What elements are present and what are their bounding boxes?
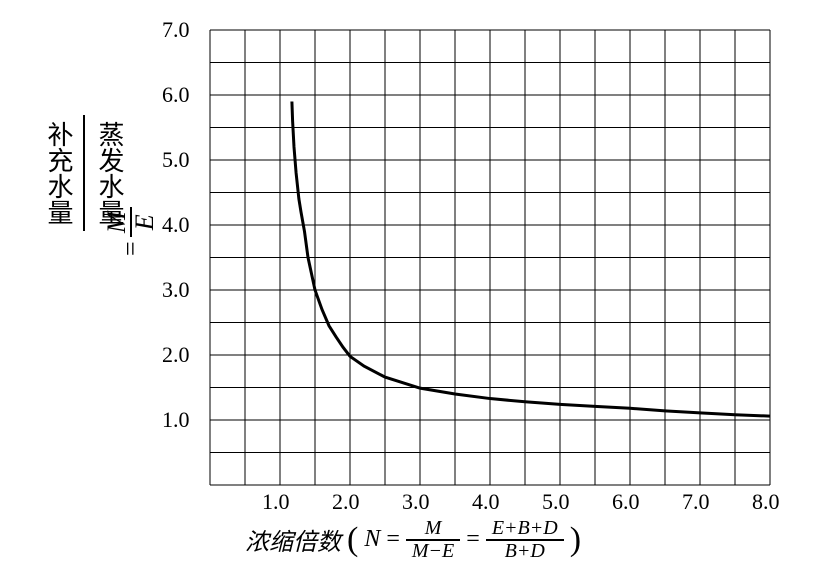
x-tick-label: 2.0	[332, 489, 360, 515]
x-tick-label: 1.0	[262, 489, 290, 515]
x-axis-label: 浓缩倍数 ( N = M M−E = E+B+D B+D )	[245, 518, 581, 562]
x-label-fraction-2: E+B+D B+D	[486, 518, 564, 562]
paren-close: )	[570, 521, 581, 559]
chart-container: 补充水量 蒸发水量 = M E 浓缩倍数 ( N = M M−E = E+B+D	[0, 0, 821, 560]
y-tick-label: 5.0	[162, 147, 190, 173]
x-tick-label: 8.0	[752, 489, 780, 515]
equals-sign: =	[466, 526, 480, 553]
y-tick-label: 1.0	[162, 407, 190, 433]
x-label-frac2-num: E+B+D	[486, 518, 564, 539]
x-label-var: N	[364, 526, 380, 553]
y-label-numerator-cn: 补充水量	[34, 115, 83, 231]
paren-open: (	[347, 521, 358, 559]
y-label-fraction-me: M E	[104, 207, 158, 237]
grid	[210, 30, 770, 485]
equals-sign: =	[116, 241, 146, 256]
x-tick-label: 7.0	[682, 489, 710, 515]
x-label-frac1-den: M−E	[406, 541, 460, 562]
x-label-frac2-den: B+D	[499, 541, 551, 562]
x-tick-label: 5.0	[542, 489, 570, 515]
equals-sign: =	[386, 526, 400, 553]
y-axis-label: 补充水量 蒸发水量 = M E	[34, 115, 154, 415]
x-label-frac1-num: M	[419, 518, 448, 539]
x-tick-label: 3.0	[402, 489, 430, 515]
y-tick-label: 6.0	[162, 82, 190, 108]
y-label-eq-denom: E	[132, 210, 158, 234]
y-tick-label: 4.0	[162, 212, 190, 238]
x-label-fraction-1: M M−E	[406, 518, 460, 562]
y-tick-label: 7.0	[162, 17, 190, 43]
x-label-prefix-cn: 浓缩倍数	[245, 522, 341, 557]
x-tick-label: 6.0	[612, 489, 640, 515]
y-tick-label: 3.0	[162, 277, 190, 303]
y-tick-label: 2.0	[162, 342, 190, 368]
curve	[292, 102, 770, 417]
x-tick-label: 4.0	[472, 489, 500, 515]
y-label-eq-numer: M	[104, 208, 130, 238]
